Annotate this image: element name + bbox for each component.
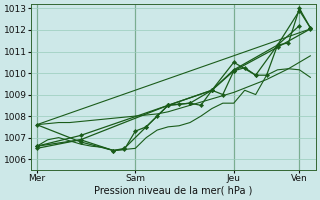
X-axis label: Pression niveau de la mer( hPa ): Pression niveau de la mer( hPa ) (94, 186, 253, 196)
